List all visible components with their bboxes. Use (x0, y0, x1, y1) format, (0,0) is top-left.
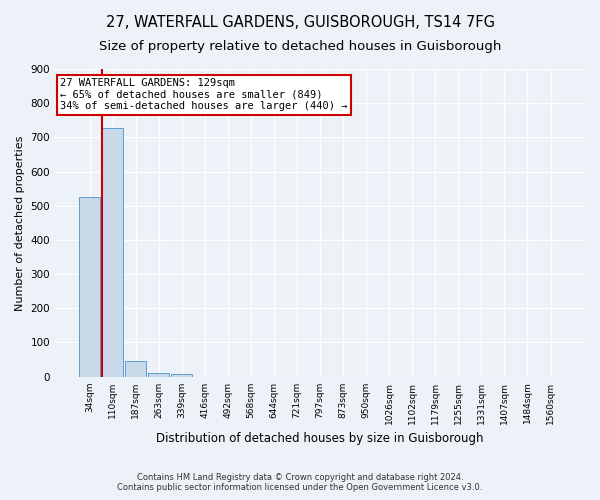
Text: Size of property relative to detached houses in Guisborough: Size of property relative to detached ho… (99, 40, 501, 53)
Y-axis label: Number of detached properties: Number of detached properties (15, 135, 25, 310)
Bar (125, 360, 146, 376)
Text: 27 WATERFALL GARDENS: 129sqm
← 65% of detached houses are smaller (849)
34% of s: 27 WATERFALL GARDENS: 129sqm ← 65% of de… (61, 78, 348, 112)
Text: 27, WATERFALL GARDENS, GUISBOROUGH, TS14 7FG: 27, WATERFALL GARDENS, GUISBOROUGH, TS14… (106, 15, 494, 30)
X-axis label: Distribution of detached houses by size in Guisborough: Distribution of detached houses by size … (156, 432, 484, 445)
Bar (102, 128, 123, 376)
Bar (148, 373, 169, 376)
Text: Contains HM Land Registry data © Crown copyright and database right 2024.
Contai: Contains HM Land Registry data © Crown c… (118, 473, 482, 492)
Bar (79, 196, 100, 376)
Bar (172, 374, 192, 376)
